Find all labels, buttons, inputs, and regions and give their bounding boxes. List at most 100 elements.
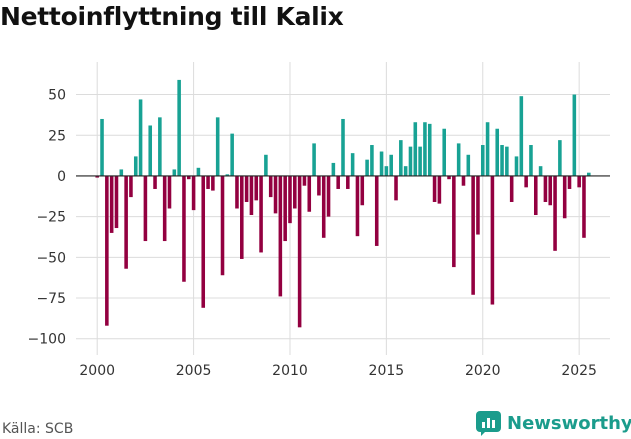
bar bbox=[452, 175, 456, 268]
bar bbox=[249, 175, 254, 216]
bar bbox=[529, 145, 533, 176]
bar bbox=[312, 143, 316, 176]
bar bbox=[587, 172, 591, 176]
bar bbox=[268, 175, 273, 198]
bar bbox=[572, 94, 577, 176]
bar bbox=[177, 79, 181, 176]
y-tick-label: −100 bbox=[28, 332, 66, 348]
bar bbox=[244, 175, 249, 202]
x-tick-label: 2025 bbox=[561, 363, 597, 379]
bar bbox=[514, 156, 519, 176]
bar bbox=[519, 96, 524, 176]
y-tick-label: 0 bbox=[57, 169, 66, 185]
y-tick-label: −25 bbox=[36, 210, 66, 226]
bar bbox=[432, 175, 437, 202]
bar bbox=[341, 118, 345, 176]
bar bbox=[403, 166, 408, 176]
bar bbox=[346, 175, 350, 189]
newsworthy-logo-icon bbox=[476, 410, 501, 436]
bar bbox=[379, 151, 384, 176]
bar bbox=[235, 175, 239, 209]
bar bbox=[509, 175, 514, 202]
bar bbox=[399, 140, 403, 176]
bar bbox=[297, 175, 302, 328]
x-tick-label: 2015 bbox=[369, 363, 405, 379]
x-tick-label: 2020 bbox=[465, 363, 501, 379]
bar bbox=[133, 156, 138, 176]
bar bbox=[167, 175, 172, 209]
bar bbox=[442, 128, 446, 176]
bar bbox=[336, 175, 340, 189]
bar bbox=[95, 175, 99, 178]
bar bbox=[423, 122, 427, 176]
bar bbox=[105, 175, 109, 326]
gridlines bbox=[76, 62, 610, 355]
bar bbox=[562, 175, 567, 219]
bar bbox=[158, 117, 162, 176]
bar bbox=[206, 175, 210, 189]
bar bbox=[240, 175, 244, 259]
bar bbox=[413, 122, 418, 176]
bar bbox=[172, 169, 177, 176]
bar bbox=[331, 162, 336, 176]
bar bbox=[182, 175, 186, 282]
bar bbox=[567, 175, 572, 189]
bar bbox=[427, 123, 432, 176]
bar bbox=[124, 175, 128, 269]
bar bbox=[264, 154, 268, 176]
bar bbox=[288, 175, 292, 224]
bar bbox=[326, 175, 331, 217]
bar bbox=[317, 175, 321, 196]
bar bbox=[538, 166, 543, 176]
bar bbox=[153, 175, 157, 189]
bar bbox=[500, 145, 504, 176]
bar bbox=[582, 175, 586, 238]
bar bbox=[418, 146, 422, 176]
bar bbox=[355, 175, 360, 237]
bar bbox=[302, 175, 307, 186]
bar bbox=[485, 122, 490, 176]
bar bbox=[114, 175, 119, 229]
bar bbox=[138, 99, 143, 176]
bar bbox=[283, 175, 287, 242]
bar bbox=[225, 174, 230, 176]
bar bbox=[211, 175, 215, 191]
bar bbox=[480, 145, 485, 176]
bar bbox=[220, 175, 225, 276]
bar bbox=[505, 146, 509, 176]
bar bbox=[524, 175, 528, 188]
bar bbox=[365, 159, 369, 176]
bar bbox=[273, 175, 278, 214]
brand-name: Newsworthy bbox=[507, 412, 631, 434]
bar bbox=[191, 175, 196, 211]
bar bbox=[394, 175, 398, 201]
bar bbox=[119, 169, 124, 176]
bar bbox=[476, 175, 480, 235]
bar bbox=[577, 175, 581, 188]
bar bbox=[389, 154, 393, 176]
bar bbox=[374, 175, 379, 246]
bar bbox=[533, 175, 538, 216]
y-tick-label: 25 bbox=[48, 128, 66, 144]
x-tick-label: 2010 bbox=[272, 363, 308, 379]
bar bbox=[321, 175, 326, 238]
bar bbox=[196, 167, 201, 176]
bar bbox=[254, 175, 259, 201]
x-tick-label: 2005 bbox=[176, 363, 212, 379]
bar bbox=[230, 133, 234, 176]
source-note: Källa: SCB bbox=[2, 421, 74, 437]
bar bbox=[143, 175, 148, 242]
y-tick-label: −50 bbox=[36, 250, 66, 266]
bar bbox=[293, 175, 297, 209]
bar bbox=[543, 175, 548, 202]
newsworthy-logo: Newsworthy bbox=[476, 408, 631, 438]
bar bbox=[466, 154, 471, 176]
bar bbox=[471, 175, 475, 295]
bar bbox=[350, 153, 355, 176]
bar bbox=[384, 166, 389, 176]
bar bbox=[148, 125, 153, 176]
bar bbox=[360, 175, 365, 206]
bar bbox=[186, 175, 191, 180]
bar bbox=[100, 118, 104, 176]
bar bbox=[408, 146, 413, 176]
